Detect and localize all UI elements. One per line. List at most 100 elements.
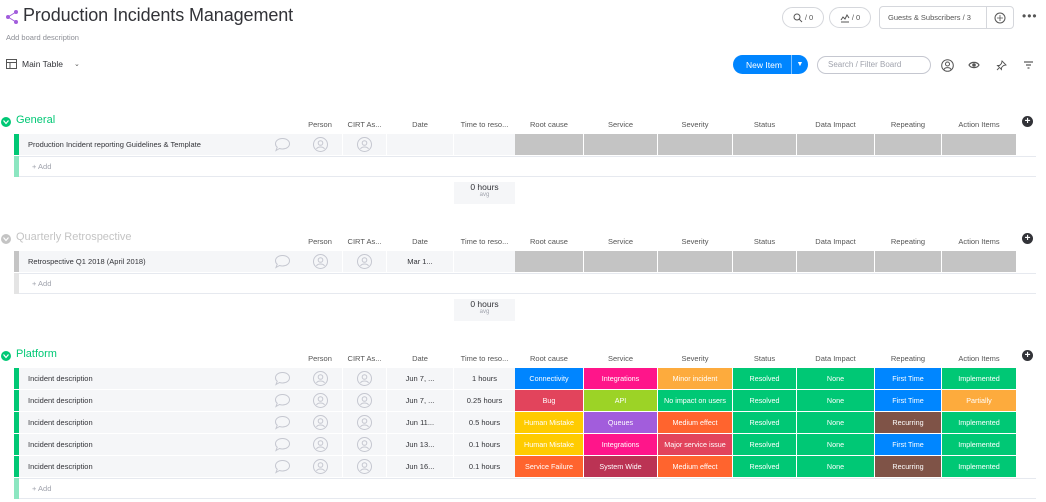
root-cause-cell[interactable] bbox=[515, 134, 583, 155]
repeating-cell[interactable]: Recurring bbox=[875, 412, 941, 433]
pin-icon[interactable] bbox=[994, 58, 1008, 72]
add-item-row[interactable]: + Add bbox=[0, 156, 1046, 177]
service-cell[interactable]: Queues bbox=[584, 412, 657, 433]
share-icon[interactable] bbox=[5, 9, 19, 25]
column-header[interactable]: Person bbox=[308, 237, 332, 246]
service-cell[interactable] bbox=[584, 251, 657, 272]
comment-icon[interactable] bbox=[274, 393, 291, 408]
column-header[interactable]: Service bbox=[607, 354, 633, 363]
time-to-resolve-cell[interactable]: 0.25 hours bbox=[454, 390, 515, 411]
column-header[interactable]: Root cause bbox=[530, 354, 568, 363]
status-cell[interactable]: Resolved bbox=[733, 390, 796, 411]
time-to-resolve-cell[interactable] bbox=[454, 251, 515, 272]
action-items-cell[interactable] bbox=[942, 134, 1016, 155]
service-cell[interactable] bbox=[584, 134, 657, 155]
service-cell[interactable]: Integrations bbox=[584, 368, 657, 389]
column-header[interactable]: Action Items bbox=[958, 237, 1000, 246]
repeating-cell[interactable]: Recurring bbox=[875, 456, 941, 477]
action-items-cell[interactable]: Implemented bbox=[942, 456, 1016, 477]
add-item-input[interactable]: + Add bbox=[19, 478, 1036, 499]
comment-icon[interactable] bbox=[274, 137, 291, 152]
cirt-cell[interactable] bbox=[343, 412, 386, 433]
column-header[interactable]: Data Impact bbox=[815, 354, 856, 363]
root-cause-cell[interactable]: Service Failure bbox=[515, 456, 583, 477]
more-options-icon[interactable]: ••• bbox=[1022, 9, 1038, 23]
status-cell[interactable] bbox=[733, 251, 796, 272]
data-impact-cell[interactable] bbox=[797, 134, 874, 155]
comment-icon[interactable] bbox=[274, 415, 291, 430]
status-cell[interactable]: Resolved bbox=[733, 434, 796, 455]
column-header[interactable]: CIRT As... bbox=[347, 120, 382, 129]
repeating-cell[interactable] bbox=[875, 134, 941, 155]
person-cell[interactable] bbox=[298, 456, 342, 477]
item-name[interactable]: Incident description bbox=[19, 434, 298, 455]
status-cell[interactable] bbox=[733, 134, 796, 155]
cirt-cell[interactable] bbox=[343, 134, 386, 155]
board-description[interactable]: Add board description bbox=[6, 33, 79, 42]
data-impact-cell[interactable]: None bbox=[797, 412, 874, 433]
column-header[interactable]: Status bbox=[753, 237, 776, 246]
column-header[interactable]: Service bbox=[607, 237, 633, 246]
person-cell[interactable] bbox=[298, 134, 342, 155]
cirt-cell[interactable] bbox=[343, 390, 386, 411]
action-items-cell[interactable]: Implemented bbox=[942, 434, 1016, 455]
column-header[interactable]: Root cause bbox=[530, 120, 568, 129]
column-header[interactable]: Severity bbox=[681, 237, 709, 246]
column-header[interactable]: Severity bbox=[681, 354, 709, 363]
time-to-resolve-cell[interactable] bbox=[454, 134, 515, 155]
item-name[interactable]: Retrospective Q1 2018 (April 2018) bbox=[19, 251, 298, 272]
guests-subscribers-button[interactable]: Guests & Subscribers / 3 bbox=[879, 6, 1014, 29]
column-header[interactable]: Person bbox=[308, 354, 332, 363]
column-header[interactable]: Time to reso... bbox=[460, 237, 509, 246]
chevron-down-icon[interactable]: ▼ bbox=[796, 61, 804, 68]
search-input[interactable]: Search / Filter Board bbox=[817, 56, 931, 74]
status-cell[interactable]: Resolved bbox=[733, 368, 796, 389]
item-name[interactable]: Incident description bbox=[19, 390, 298, 411]
column-header[interactable]: Date bbox=[412, 354, 428, 363]
column-header[interactable]: Status bbox=[753, 120, 776, 129]
column-header[interactable]: Action Items bbox=[958, 354, 1000, 363]
person-cell[interactable] bbox=[298, 412, 342, 433]
person-cell[interactable] bbox=[298, 368, 342, 389]
status-cell[interactable]: Resolved bbox=[733, 412, 796, 433]
new-item-button[interactable]: New Item ▼ bbox=[733, 55, 808, 74]
cirt-cell[interactable] bbox=[343, 368, 386, 389]
table-row[interactable]: Incident description Jun 13... 0.1 hours Hu… bbox=[0, 434, 1046, 456]
column-header[interactable]: Date bbox=[412, 237, 428, 246]
date-cell[interactable]: Jun 7, ... bbox=[387, 368, 453, 389]
column-header[interactable]: CIRT As... bbox=[347, 237, 382, 246]
root-cause-cell[interactable]: Bug bbox=[515, 390, 583, 411]
time-to-resolve-cell[interactable]: 0.1 hours bbox=[454, 456, 515, 477]
service-cell[interactable]: API bbox=[584, 390, 657, 411]
table-row[interactable]: Incident description Jun 7, ... 0.25 hours… bbox=[0, 390, 1046, 412]
group-title[interactable]: Platform bbox=[16, 348, 57, 360]
sort-filter-icon[interactable] bbox=[1021, 58, 1035, 72]
root-cause-cell[interactable]: Human Mistake bbox=[515, 412, 583, 433]
severity-cell[interactable]: Minor incident bbox=[658, 368, 732, 389]
date-cell[interactable] bbox=[387, 134, 453, 155]
add-item-input[interactable]: + Add bbox=[19, 273, 1036, 294]
time-to-resolve-cell[interactable]: 1 hours bbox=[454, 368, 515, 389]
root-cause-cell[interactable] bbox=[515, 251, 583, 272]
collapse-group-icon[interactable] bbox=[1, 234, 11, 244]
column-header[interactable]: Action Items bbox=[958, 120, 1000, 129]
collapse-group-icon[interactable] bbox=[1, 351, 11, 361]
service-cell[interactable]: Integrations bbox=[584, 434, 657, 455]
column-header[interactable]: Time to reso... bbox=[460, 120, 509, 129]
item-name[interactable]: Incident description bbox=[19, 368, 298, 389]
action-items-cell[interactable]: Partially bbox=[942, 390, 1016, 411]
column-header[interactable]: Person bbox=[308, 120, 332, 129]
action-items-cell[interactable] bbox=[942, 251, 1016, 272]
add-column-button[interactable]: + bbox=[1022, 350, 1033, 361]
add-item-input[interactable]: + Add bbox=[19, 156, 1036, 177]
data-impact-cell[interactable]: None bbox=[797, 368, 874, 389]
table-row[interactable]: Incident description Jun 11... 0.5 hours Hu… bbox=[0, 412, 1046, 434]
group-title[interactable]: General bbox=[16, 114, 56, 126]
comment-icon[interactable] bbox=[274, 254, 291, 269]
severity-cell[interactable]: Major service issue bbox=[658, 434, 732, 455]
date-cell[interactable]: Mar 1... bbox=[387, 251, 453, 272]
integrations-icon[interactable] bbox=[987, 12, 1013, 24]
date-cell[interactable]: Jun 7, ... bbox=[387, 390, 453, 411]
data-impact-cell[interactable]: None bbox=[797, 434, 874, 455]
severity-cell[interactable]: No impact on users bbox=[658, 390, 732, 411]
